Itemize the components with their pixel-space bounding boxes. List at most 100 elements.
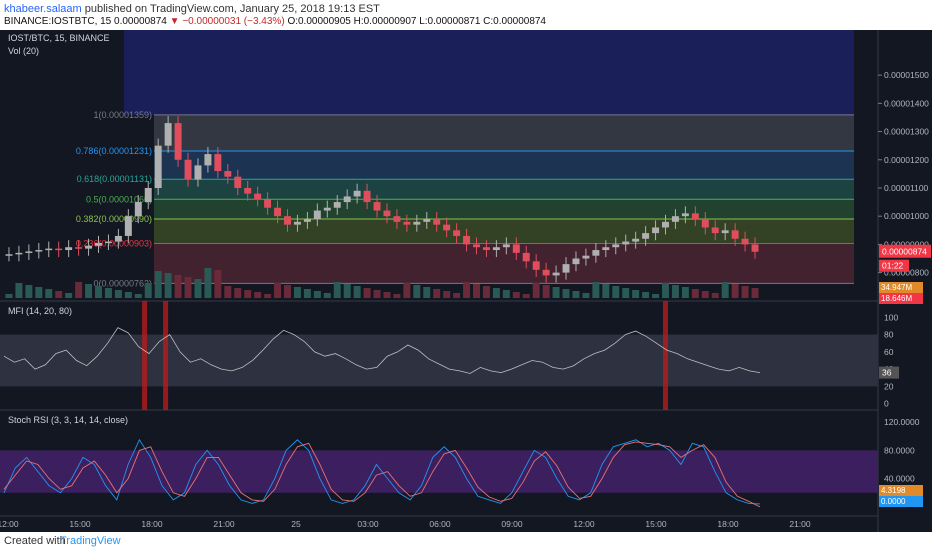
fib-label: 0.382(0.00000990) (76, 214, 152, 224)
volume-bar (5, 294, 13, 298)
ohlc-values: O:0.00000905 H:0.00000907 L:0.00000871 C… (287, 16, 546, 27)
y-tick-label: 0.00000900 (884, 239, 929, 249)
candle-body (492, 247, 500, 251)
volume-bar (502, 290, 510, 298)
fib-label: 0.5(0.00001060) (86, 194, 152, 204)
candle-body (244, 187, 252, 194)
stoch-d-box (879, 496, 923, 507)
volume-bar (721, 282, 729, 298)
candle-body (582, 255, 590, 259)
y-tick-label: 0.00001300 (884, 127, 929, 137)
stoch-tick-label: 40.0000 (884, 474, 915, 484)
volume-bar (254, 292, 262, 298)
candle-body (642, 233, 650, 239)
x-tick-label: 09:00 (501, 519, 523, 529)
candle-body (303, 219, 311, 222)
x-tick-label: 21:00 (213, 519, 235, 529)
volume-bar (393, 294, 401, 298)
chart-canvas[interactable]: 1(0.00001359) 0.786(0.00001231) 0.618(0.00… (0, 30, 932, 532)
author-link[interactable]: khabeer.salaam (4, 3, 82, 15)
chart-svg[interactable]: 1(0.00001359) 0.786(0.00001231) 0.618(0.00… (0, 30, 932, 532)
candle-body (293, 221, 301, 225)
volume-bar (134, 294, 142, 298)
volume-bar (35, 287, 43, 298)
mfi-last-box (879, 366, 899, 379)
candle-body (144, 187, 152, 203)
x-tick-label: 21:00 (789, 519, 811, 529)
x-tick-label: 18:00 (141, 519, 163, 529)
chart-title: IOST/BTC, 15, BINANCE (8, 33, 110, 43)
volume-label: 34.947M (881, 283, 912, 292)
candle-body (592, 250, 600, 256)
volume-bar (582, 293, 590, 298)
volume-label-box (879, 293, 923, 304)
mfi-tick-label: 20 (884, 381, 894, 391)
mfi-label: MFI (14, 20, 80) (8, 306, 72, 316)
candle-body (353, 190, 361, 197)
candle-body (701, 219, 709, 228)
candle-body (134, 202, 142, 217)
candle-body (522, 252, 530, 262)
candle-body (284, 216, 291, 225)
mfi-alert-bar (662, 301, 668, 410)
candle-body (433, 219, 441, 225)
y-tick-label: 0.00001200 (884, 155, 929, 165)
fib-label: 0.236(0.00000903) (76, 239, 152, 249)
volume-bar (234, 288, 242, 298)
stoch-d-last: 0.0000 (881, 497, 906, 506)
mfi-tick-label: 0 (884, 399, 889, 409)
candle-body (104, 241, 112, 244)
volume-bar (492, 288, 500, 298)
candle-body (751, 244, 759, 252)
tradingview-logo[interactable]: TradingView (60, 535, 121, 547)
volume-bar (542, 285, 550, 298)
volume-bar (642, 292, 650, 298)
stoch-band (0, 450, 878, 493)
volume-bar (333, 282, 341, 298)
candle-body (154, 145, 162, 188)
candle-body (214, 154, 222, 172)
volume-bar (194, 279, 202, 298)
volume-bar (632, 290, 640, 298)
footer: Created with TradingView (0, 532, 932, 550)
volume-bar (671, 285, 679, 298)
x-tick-label: 15:00 (645, 519, 667, 529)
volume-legend: Vol (20) (8, 46, 39, 56)
candle-body (35, 250, 43, 252)
volume-bar (413, 285, 421, 298)
volume-bar (443, 291, 451, 298)
x-tick-label: 12:00 (573, 519, 595, 529)
candle-body (662, 221, 669, 228)
volume-bar (572, 291, 580, 298)
candle-body (383, 210, 391, 217)
volume-bar (184, 277, 192, 298)
candle-body (45, 248, 53, 251)
candle-body (264, 199, 272, 208)
stoch-tick-label: 120.0000 (884, 417, 920, 427)
volume-bar (433, 289, 441, 298)
volume-bar (323, 293, 331, 298)
volume-bar (681, 287, 689, 298)
candle-body (652, 227, 660, 234)
candle-body (124, 216, 132, 236)
volume-bar (85, 284, 93, 298)
volume-bar (512, 292, 520, 298)
volume-bar (114, 290, 122, 298)
fib-label: 0.786(0.00001231) (76, 146, 152, 156)
volume-bar (75, 282, 83, 298)
volume-bar (652, 294, 660, 298)
symbol-label: BINANCE:IOSTBTC, 15 (4, 16, 112, 27)
volume-bar (662, 283, 669, 298)
candle-body (741, 238, 749, 245)
fib-label: 0(0.00000762) (93, 278, 152, 288)
candle-body (55, 248, 63, 251)
candle-body (15, 252, 23, 255)
volume-bar (293, 287, 301, 298)
candle-body (224, 171, 232, 177)
candle-body (512, 244, 520, 253)
mfi-alert-bar (142, 301, 148, 410)
volume-bar (343, 284, 351, 298)
fib-band (154, 151, 854, 180)
candle-body (204, 154, 212, 166)
candle-body (602, 247, 610, 251)
